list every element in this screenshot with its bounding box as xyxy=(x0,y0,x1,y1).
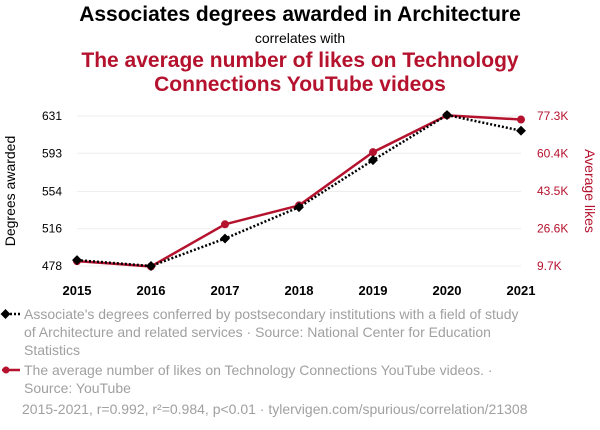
y-left-tick-label: 593 xyxy=(42,146,62,160)
chart-subtitle: correlates with xyxy=(254,30,346,46)
y-left-tick-label: 478 xyxy=(42,259,62,273)
x-tick-label: 2020 xyxy=(433,283,462,298)
data-point-degrees xyxy=(220,233,230,244)
data-point-degrees xyxy=(442,110,452,120)
data-point-degrees xyxy=(146,261,156,271)
line-chart: 63159355451647877.3K60.4K43.5K26.6K9.7K2… xyxy=(2,109,598,298)
y-right-tick-label: 77.3K xyxy=(537,109,568,123)
y-left-tick-label: 516 xyxy=(42,222,62,236)
secondary-title-line1: The average number of likes on Technolog… xyxy=(81,49,519,72)
x-tick-label: 2018 xyxy=(285,283,314,298)
y-right-axis-label: Average likes xyxy=(582,149,598,233)
y-right-tick-label: 26.6K xyxy=(537,222,568,236)
data-point-degrees xyxy=(516,125,526,136)
data-point-likes xyxy=(221,220,229,229)
y-right-tick-label: 60.4K xyxy=(537,147,568,161)
secondary-title: The average number of likes on Technolog… xyxy=(0,49,600,97)
x-tick-label: 2015 xyxy=(63,283,92,298)
x-tick-label: 2021 xyxy=(507,283,536,298)
secondary-title-line2: Connections YouTube videos xyxy=(154,73,446,96)
data-point-degrees xyxy=(368,155,378,166)
x-tick-label: 2016 xyxy=(137,283,166,298)
legend-marker-likes xyxy=(2,366,20,374)
y-left-axis-label: Degrees awarded xyxy=(2,136,18,247)
footer-stats: 2015-2021, r=0.992, r²=0.984, p<0.01 · t… xyxy=(22,401,528,417)
legend-marker-degrees xyxy=(0,309,20,319)
legend-label-likes: The average number of likes on Technolog… xyxy=(24,362,493,396)
chart-title: Associates degrees awarded in Architectu… xyxy=(79,3,521,26)
data-point-likes xyxy=(369,148,377,157)
y-right-tick-label: 9.7K xyxy=(537,259,562,273)
y-left-tick-label: 631 xyxy=(42,109,62,123)
x-tick-label: 2019 xyxy=(359,283,388,298)
y-right-tick-label: 43.5K xyxy=(537,184,568,198)
series-line-degrees xyxy=(76,113,522,268)
x-tick-label: 2017 xyxy=(211,283,240,298)
data-point-degrees xyxy=(294,202,304,213)
data-point-likes xyxy=(517,115,525,124)
legend-label-degrees: Associate's degrees conferred by postsec… xyxy=(24,306,519,358)
series-line-likes xyxy=(76,114,522,268)
data-point-degrees xyxy=(72,255,82,266)
y-left-tick-label: 554 xyxy=(42,184,62,198)
